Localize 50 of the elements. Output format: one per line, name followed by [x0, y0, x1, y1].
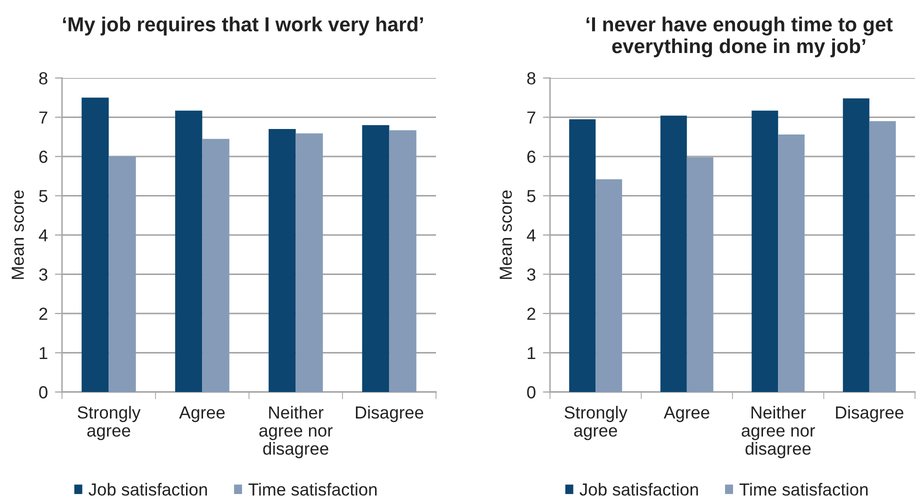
legend-label: Job satisfaction	[580, 482, 698, 496]
y-tick-label: 7	[527, 112, 536, 124]
y-tick-label: 1	[40, 347, 48, 360]
x-tick-label: Disagree	[836, 406, 904, 422]
x-tick-label: Agree	[664, 406, 710, 422]
y-axis-title: Mean score	[500, 190, 512, 279]
y-tick-label: 8	[39, 72, 48, 84]
bar	[596, 179, 622, 392]
y-tick-label: 6	[527, 150, 536, 163]
legend-label: Time satisfaction	[248, 482, 377, 496]
bar	[869, 121, 896, 392]
bar	[686, 157, 714, 392]
bar	[175, 110, 202, 392]
bar	[82, 98, 109, 392]
legend-label: Job satisfaction	[88, 482, 207, 496]
x-tick-label: Disagree	[356, 406, 424, 422]
y-tick-label: 2	[39, 308, 48, 320]
bar	[296, 133, 323, 392]
y-tick-label: 3	[39, 268, 48, 281]
bar	[362, 125, 390, 392]
x-tick-label: Neither agree nor disagree	[742, 406, 815, 458]
y-tick-label: 0	[527, 386, 536, 398]
y-tick-label: 4	[38, 229, 48, 242]
bar	[660, 116, 687, 392]
y-tick-label: 5	[527, 190, 536, 202]
x-tick-label: Neither agree nor disagree	[259, 406, 333, 458]
y-tick-label: 6	[39, 150, 48, 163]
y-tick-label: 5	[39, 190, 48, 202]
legend-label: Time satisfaction	[740, 482, 868, 496]
bar	[842, 98, 870, 392]
y-axis-title: Mean score	[12, 190, 24, 279]
y-tick-label: 2	[527, 308, 536, 320]
bar	[202, 138, 230, 392]
y-tick-label: 1	[528, 347, 536, 360]
y-tick-label: 4	[526, 229, 536, 242]
y-tick-label: 7	[39, 112, 48, 124]
y-tick-label: 8	[527, 72, 536, 84]
y-tick-label: 0	[39, 386, 48, 398]
bar	[778, 134, 805, 392]
bar	[268, 129, 296, 392]
bar	[569, 119, 596, 392]
y-tick-label: 3	[527, 268, 536, 281]
bar	[389, 130, 416, 392]
bar	[752, 110, 778, 392]
x-tick-label: Agree	[179, 406, 225, 422]
chart-title: ‘My job requires that I work very hard’	[63, 16, 423, 36]
x-tick-label: Strongly agree	[78, 406, 141, 440]
x-tick-label: Strongly agree	[564, 406, 628, 440]
bar	[108, 156, 136, 392]
chart-title: ‘I never have enough time to get everything done in my job’	[586, 16, 893, 58]
